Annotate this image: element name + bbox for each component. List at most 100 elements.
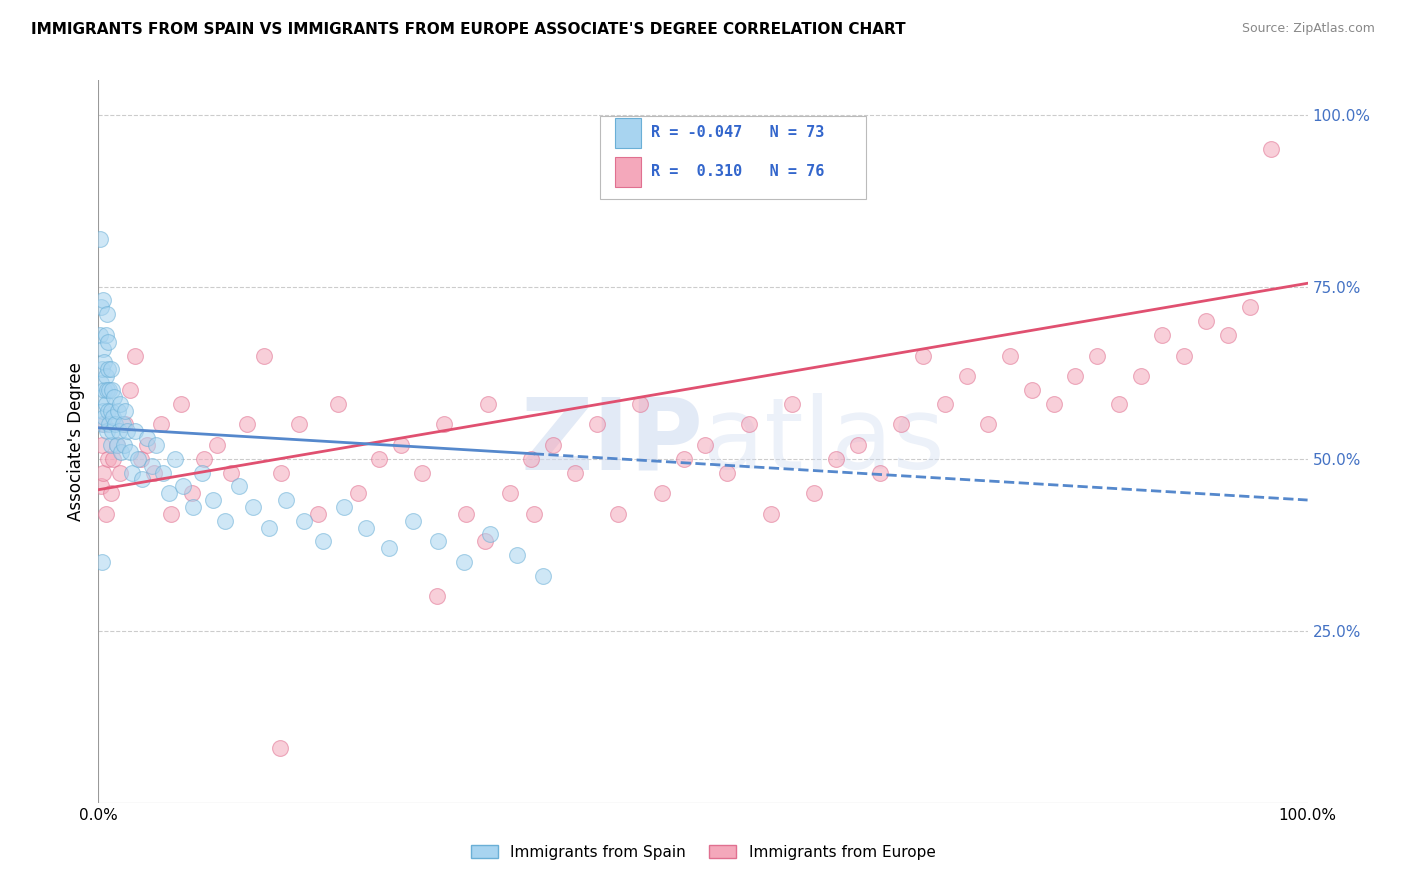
Point [96, 307, 118, 321]
Point [118, 445, 141, 459]
Point [1042, 397, 1064, 411]
Point [782, 397, 804, 411]
Point [108, 466, 131, 480]
Point [205, 438, 228, 452]
Point [1129, 369, 1152, 384]
Point [93, 355, 115, 369]
Point [541, 438, 564, 452]
Point [288, 417, 311, 432]
Bar [614, 118, 641, 148]
Point [111, 417, 134, 432]
Point [89, 327, 111, 342]
Point [180, 486, 202, 500]
Point [96, 383, 118, 397]
Point [236, 417, 259, 432]
Point [131, 472, 153, 486]
Point [91, 417, 114, 432]
Point [181, 500, 204, 514]
Point [377, 541, 399, 556]
Point [803, 486, 825, 500]
Point [97, 403, 120, 417]
Point [716, 466, 738, 480]
Point [292, 514, 315, 528]
Point [242, 500, 264, 514]
Point [91, 293, 114, 308]
Point [479, 527, 502, 541]
Point [253, 349, 276, 363]
Point [1021, 383, 1043, 397]
Point [98, 383, 121, 397]
Point [100, 424, 122, 438]
Point [94, 369, 117, 384]
Point [100, 383, 122, 397]
Point [94, 507, 117, 521]
Point [955, 369, 977, 384]
Point [145, 438, 167, 452]
Point [651, 486, 673, 500]
Legend: Immigrants from Spain, Immigrants from Europe: Immigrants from Spain, Immigrants from E… [463, 837, 943, 867]
Point [90, 301, 112, 315]
Point [312, 534, 335, 549]
Point [101, 410, 124, 425]
Point [738, 417, 761, 432]
Point [389, 438, 412, 452]
Point [90, 479, 112, 493]
Point [108, 397, 131, 411]
Point [110, 445, 132, 459]
Point [1216, 327, 1239, 342]
Point [454, 507, 477, 521]
Point [172, 479, 194, 493]
Point [520, 451, 543, 466]
Text: ZIP: ZIP [520, 393, 703, 490]
Point [135, 431, 157, 445]
Point [160, 507, 183, 521]
Point [143, 466, 166, 480]
Point [93, 383, 115, 397]
Point [228, 479, 250, 493]
Point [531, 568, 554, 582]
Bar [600, 117, 866, 200]
Point [104, 417, 127, 432]
Point [977, 417, 1000, 432]
Point [169, 397, 191, 411]
Point [94, 397, 117, 411]
Point [1239, 301, 1261, 315]
Point [100, 438, 122, 452]
Point [846, 438, 869, 452]
Point [477, 397, 499, 411]
Point [91, 390, 114, 404]
Point [93, 417, 115, 432]
Point [191, 466, 214, 480]
Point [98, 417, 121, 432]
Point [270, 466, 292, 480]
Point [114, 417, 136, 432]
Point [124, 424, 146, 438]
Point [672, 451, 695, 466]
Point [105, 438, 128, 452]
Text: R =  0.310   N = 76: R = 0.310 N = 76 [651, 164, 824, 179]
Point [498, 486, 520, 500]
Point [257, 520, 280, 534]
Text: Source: ZipAtlas.com: Source: ZipAtlas.com [1241, 22, 1375, 36]
Point [695, 438, 717, 452]
Point [1195, 314, 1218, 328]
Point [269, 740, 291, 755]
Point [121, 466, 143, 480]
Point [94, 327, 117, 342]
Point [108, 424, 131, 438]
Point [91, 342, 114, 356]
Point [426, 590, 449, 604]
Point [869, 466, 891, 480]
Point [152, 466, 174, 480]
Point [998, 349, 1021, 363]
Point [90, 376, 112, 390]
Point [308, 507, 330, 521]
Point [141, 458, 163, 473]
Point [127, 451, 149, 466]
Point [347, 486, 370, 500]
Point [101, 451, 124, 466]
Point [100, 486, 122, 500]
Point [214, 514, 236, 528]
Point [354, 520, 377, 534]
Point [114, 403, 136, 417]
